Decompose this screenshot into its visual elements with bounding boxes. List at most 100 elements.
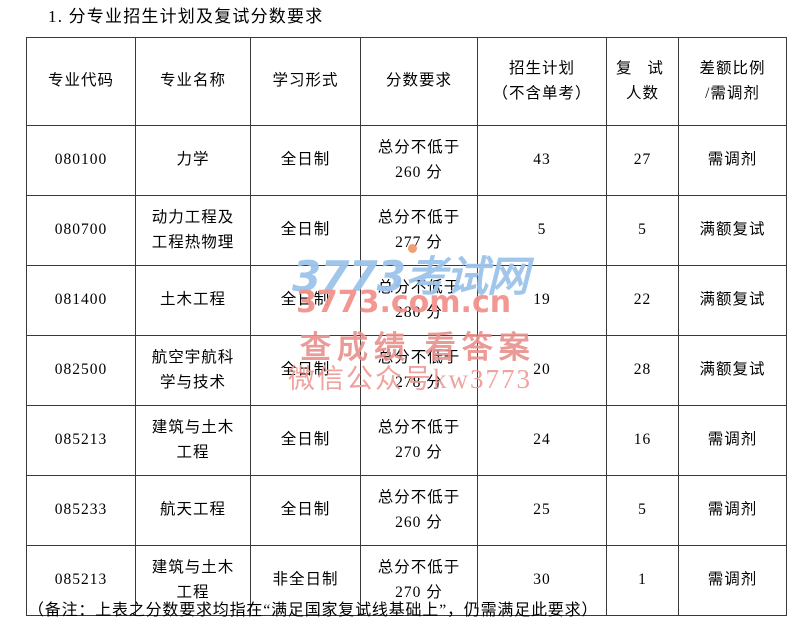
column-header-major-code-line1: 专业代码 (47, 72, 114, 90)
cell-major-code: 080100 (26, 125, 136, 196)
cell-score-line2: 278 分 (395, 373, 443, 391)
admissions-table-container: 专业代码 专业名称 学习形式 分数要求 招生计划 （不含单考） 复 试 人数 (26, 37, 787, 616)
cell-score-line1: 总分不低于 (377, 489, 461, 507)
cell-differential-ratio: 满额复试 (678, 195, 787, 266)
cell-study-mode: 全日制 (250, 125, 361, 196)
column-header-score-requirement-line1: 分数要求 (385, 72, 452, 90)
column-header-interview-count: 复 试 人数 (606, 37, 679, 126)
column-header-interview-count-line2: 人数 (625, 84, 659, 102)
cell-score-requirement: 总分不低于 280 分 (360, 265, 478, 336)
column-header-enrollment-plan-line1: 招生计划 (508, 60, 575, 78)
cell-major-name: 动力工程及 工程热物理 (135, 195, 251, 266)
cell-major-name-line1: 航天工程 (159, 501, 226, 519)
table-header-row: 专业代码 专业名称 学习形式 分数要求 招生计划 （不含单考） 复 试 人数 (26, 37, 787, 126)
cell-score-requirement: 总分不低于 270 分 (360, 405, 478, 476)
table-row: 080100 力学 全日制 总分不低于 260 分 43 27 需调剂 (26, 125, 787, 196)
table-row: 080700 动力工程及 工程热物理 全日制 总分不低于 277 分 5 5 满… (26, 195, 787, 266)
cell-interview-count: 1 (606, 545, 679, 616)
cell-enrollment-plan: 30 (477, 545, 607, 616)
cell-enrollment-plan: 25 (477, 475, 607, 546)
cell-score-requirement: 总分不低于 270 分 (360, 545, 478, 616)
table-row: 085233 航天工程 全日制 总分不低于 260 分 25 5 需调剂 (26, 475, 787, 546)
cell-interview-count: 28 (606, 335, 679, 406)
column-header-enrollment-plan-line2: （不含单考） (492, 84, 592, 102)
cell-interview-count: 5 (606, 475, 679, 546)
cell-study-mode: 全日制 (250, 335, 361, 406)
column-header-score-requirement: 分数要求 (360, 37, 478, 126)
cell-score-requirement: 总分不低于 278 分 (360, 335, 478, 406)
cell-score-line1: 总分不低于 (377, 559, 461, 577)
cell-major-name-line1: 建筑与土木 (151, 419, 235, 437)
cell-score-line1: 总分不低于 (377, 279, 461, 297)
cell-score-line2: 260 分 (395, 163, 443, 181)
cell-major-code: 085213 (26, 545, 136, 616)
column-header-interview-count-line1: 复 试 (616, 60, 669, 78)
cell-major-name-line2: 工程 (176, 583, 210, 601)
table-row: 085213 建筑与土木 工程 非全日制 总分不低于 270 分 30 1 需调… (26, 545, 787, 616)
cell-enrollment-plan: 24 (477, 405, 607, 476)
cell-study-mode: 全日制 (250, 265, 361, 336)
cell-score-line1: 总分不低于 (377, 349, 461, 367)
cell-major-code: 082500 (26, 335, 136, 406)
cell-score-line2: 280 分 (395, 303, 443, 321)
admissions-table: 专业代码 专业名称 学习形式 分数要求 招生计划 （不含单考） 复 试 人数 (26, 37, 787, 616)
cell-differential-ratio: 满额复试 (678, 335, 787, 406)
column-header-differential-ratio-line1: 差额比例 (699, 60, 766, 78)
table-row: 085213 建筑与土木 工程 全日制 总分不低于 270 分 24 16 需调… (26, 405, 787, 476)
cell-score-line2: 270 分 (395, 583, 443, 601)
column-header-major-code: 专业代码 (26, 37, 136, 126)
cell-study-mode: 全日制 (250, 405, 361, 476)
cell-major-code: 085213 (26, 405, 136, 476)
cell-score-line2: 277 分 (395, 233, 443, 251)
column-header-major-name-line1: 专业名称 (159, 72, 226, 90)
cell-interview-count: 5 (606, 195, 679, 266)
cell-score-line1: 总分不低于 (377, 419, 461, 437)
cell-differential-ratio: 满额复试 (678, 265, 787, 336)
cell-study-mode: 全日制 (250, 195, 361, 266)
cell-score-requirement: 总分不低于 260 分 (360, 475, 478, 546)
table-row: 082500 航空宇航科 学与技术 全日制 总分不低于 278 分 20 28 … (26, 335, 787, 406)
cell-differential-ratio: 需调剂 (678, 405, 787, 476)
column-header-enrollment-plan: 招生计划 （不含单考） (477, 37, 607, 126)
cell-score-line1: 总分不低于 (377, 209, 461, 227)
column-header-study-mode: 学习形式 (250, 37, 361, 126)
cell-score-line2: 270 分 (395, 443, 443, 461)
cell-major-name: 建筑与土木 工程 (135, 405, 251, 476)
cell-major-code: 080700 (26, 195, 136, 266)
cell-major-name-line2: 工程热物理 (151, 233, 235, 251)
table-footnote: （备注：上表之分数要求均指在“满足国家复试线基础上”，仍需满足此要求） (28, 602, 599, 619)
cell-differential-ratio: 需调剂 (678, 475, 787, 546)
cell-major-name-line1: 动力工程及 (151, 209, 235, 227)
table-row: 081400 土木工程 全日制 总分不低于 280 分 19 22 满额复试 (26, 265, 787, 336)
cell-enrollment-plan: 43 (477, 125, 607, 196)
table-body: 080100 力学 全日制 总分不低于 260 分 43 27 需调剂 0807… (26, 125, 787, 616)
cell-interview-count: 27 (606, 125, 679, 196)
column-header-major-name: 专业名称 (135, 37, 251, 126)
page-title: 1. 分专业招生计划及复试分数要求 (48, 7, 324, 26)
cell-differential-ratio: 需调剂 (678, 125, 787, 196)
cell-major-name-line2: 工程 (176, 443, 210, 461)
cell-score-line2: 260 分 (395, 513, 443, 531)
cell-major-name: 土木工程 (135, 265, 251, 336)
cell-study-mode: 全日制 (250, 475, 361, 546)
cell-enrollment-plan: 5 (477, 195, 607, 266)
cell-major-name-line1: 航空宇航科 (151, 349, 235, 367)
cell-major-name-line1: 建筑与土木 (151, 559, 235, 577)
cell-enrollment-plan: 20 (477, 335, 607, 406)
cell-major-name: 建筑与土木 工程 (135, 545, 251, 616)
cell-major-name-line1: 力学 (176, 151, 210, 169)
cell-major-name: 力学 (135, 125, 251, 196)
cell-score-line1: 总分不低于 (377, 139, 461, 157)
cell-interview-count: 22 (606, 265, 679, 336)
cell-score-requirement: 总分不低于 277 分 (360, 195, 478, 266)
cell-major-name-line2: 学与技术 (159, 373, 226, 391)
cell-study-mode: 非全日制 (250, 545, 361, 616)
cell-score-requirement: 总分不低于 260 分 (360, 125, 478, 196)
cell-interview-count: 16 (606, 405, 679, 476)
cell-major-code: 085233 (26, 475, 136, 546)
cell-enrollment-plan: 19 (477, 265, 607, 336)
cell-major-name-line1: 土木工程 (159, 291, 226, 309)
column-header-study-mode-line1: 学习形式 (272, 72, 339, 90)
column-header-differential-ratio: 差额比例 /需调剂 (678, 37, 787, 126)
cell-major-code: 081400 (26, 265, 136, 336)
